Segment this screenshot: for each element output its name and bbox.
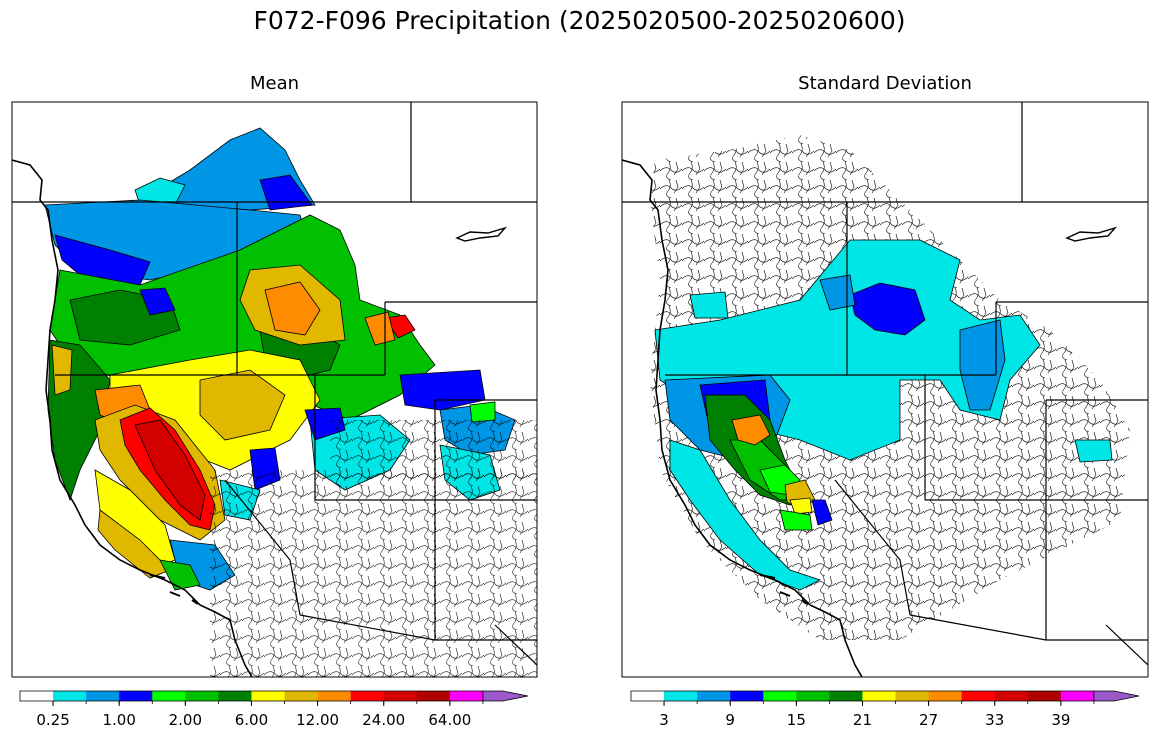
colorbar-tick-label: 24.00 — [362, 711, 406, 729]
colorbar-extend-arrow — [482, 690, 529, 702]
region-mt-red — [384, 314, 416, 339]
coastline-left — [12, 159, 253, 677]
mean-map-frame — [11, 101, 538, 678]
colorbar-swatch — [664, 691, 698, 701]
region-canada-blue — [259, 174, 313, 211]
panel-title-stddev: Standard Deviation — [798, 73, 972, 94]
region-socal-gold — [97, 509, 171, 579]
region-sd-cyan-2 — [689, 291, 729, 319]
colorbar-tick-label: 15 — [786, 711, 806, 729]
colorbar-swatch — [631, 691, 665, 701]
colorbar-tick-label: 64.00 — [428, 711, 472, 729]
region-sd-blue-mt — [849, 282, 926, 336]
colorbar-swatch — [1060, 691, 1095, 701]
stddev-map — [622, 102, 1148, 677]
mean-colorbar — [19, 690, 529, 706]
colorbar-swatch — [218, 691, 252, 701]
region-sd-cyan-co — [1074, 439, 1113, 463]
colorbar-swatch — [697, 691, 731, 701]
colorbar-swatch — [251, 691, 286, 701]
region-blue-id — [139, 287, 176, 316]
region-mt-orange — [264, 281, 321, 336]
colorbar-swatch — [862, 691, 897, 701]
colorbar-swatch — [152, 691, 186, 701]
mean-map — [12, 102, 537, 677]
figure-title: F072-F096 Precipitation (2025020500-2025… — [253, 6, 906, 35]
colorbar-swatch — [86, 691, 120, 701]
colorbar-swatch — [383, 691, 418, 701]
region-co-green — [469, 401, 496, 423]
colorbar-swatch — [416, 691, 451, 701]
colorbar-swatch — [350, 691, 385, 701]
colorbar-swatch — [961, 691, 996, 701]
region-sd-blue-south — [811, 499, 833, 526]
region-sd-lightblue-2 — [959, 319, 1006, 411]
region-central-gold — [199, 369, 286, 441]
panel-title-mean: Mean — [249, 73, 300, 94]
colorbar-swatch — [763, 691, 797, 701]
colorbar-swatch — [895, 691, 930, 701]
colorbar-tick-label: 39 — [1051, 711, 1071, 729]
colorbar-swatch — [829, 691, 863, 701]
colorbar-swatch — [928, 691, 963, 701]
region-sd-green-3 — [779, 509, 813, 531]
colorbar-tick-label: 0.25 — [36, 711, 70, 729]
colorbar-swatch — [994, 691, 1029, 701]
region-mt-orange-2 — [364, 311, 396, 346]
colorbar-swatch — [317, 691, 352, 701]
colorbar-tick-label: 3 — [659, 711, 669, 729]
region-sierra-darkred — [134, 419, 206, 521]
region-sd-lightblue — [819, 274, 856, 311]
stddev-map-frame — [621, 101, 1149, 678]
colorbar-swatch — [449, 691, 484, 701]
colorbar-tick-label: 21 — [852, 711, 872, 729]
colorbar-swatch — [796, 691, 830, 701]
colorbar-extend-arrow — [1093, 690, 1140, 702]
colorbar-swatch — [185, 691, 219, 701]
colorbar-tick-label: 27 — [919, 711, 939, 729]
colorbar-tick-label: 1.00 — [102, 711, 136, 729]
colorbar-tick-label: 2.00 — [168, 711, 203, 729]
colorbar-tick-label: 33 — [985, 711, 1005, 729]
colorbar-tick-label: 9 — [725, 711, 735, 729]
region-socal-green — [159, 559, 201, 591]
colorbar-swatch — [284, 691, 319, 701]
region-sd-orange — [731, 414, 771, 446]
colorbar-tick-label: 6.00 — [234, 711, 269, 729]
colorbar-swatch — [20, 691, 54, 701]
region-sd-yellow — [789, 497, 813, 515]
coastline-right — [622, 159, 863, 677]
region-sd-cyan-ca — [669, 439, 822, 591]
colorbar-swatch — [730, 691, 764, 701]
colorbar-swatch — [119, 691, 153, 701]
colorbar-tick-label: 12.00 — [296, 711, 340, 729]
colorbar-swatch — [1027, 691, 1062, 701]
region-coast-yellow — [51, 344, 73, 396]
stddev-colorbar — [630, 690, 1140, 706]
colorbar-swatch — [53, 691, 87, 701]
